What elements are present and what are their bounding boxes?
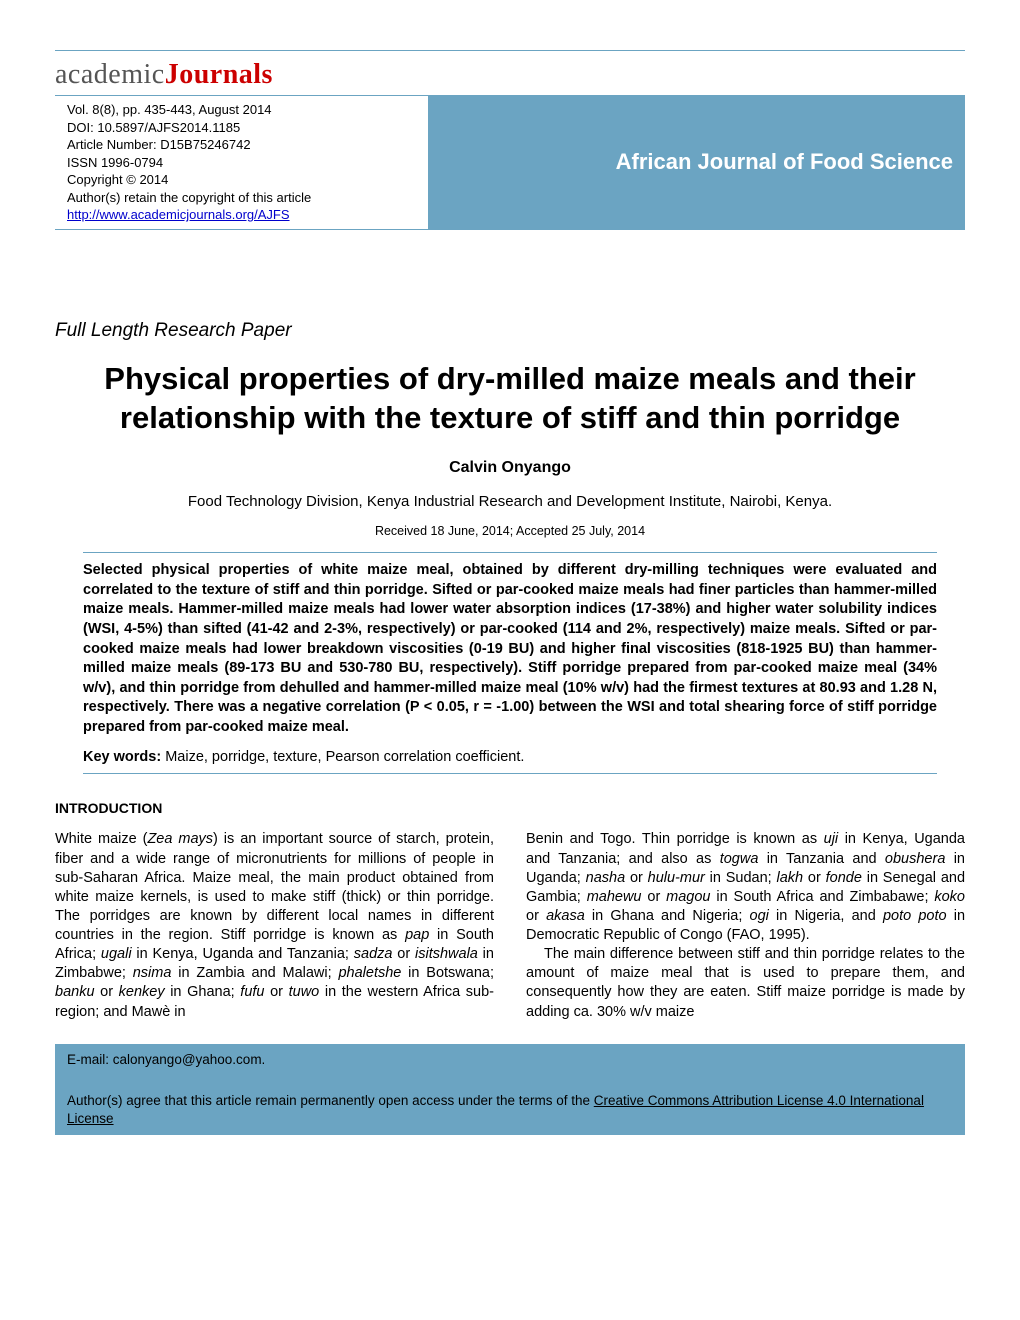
journal-name-cell: African Journal of Food Science — [428, 96, 965, 230]
keywords-label: Key words: — [83, 749, 161, 765]
vol-line: Vol. 8(8), pp. 435-443, August 2014 — [67, 101, 420, 119]
header-table: Vol. 8(8), pp. 435-443, August 2014 DOI:… — [55, 95, 965, 230]
header-metadata: Vol. 8(8), pp. 435-443, August 2014 DOI:… — [55, 96, 428, 230]
column-right: Benin and Togo. Thin porridge is known a… — [526, 830, 965, 1021]
rights: Author(s) retain the copyright of this a… — [67, 189, 420, 207]
logo-journals: Journals — [165, 59, 273, 90]
doi-line: DOI: 10.5897/AJFS2014.1185 — [67, 119, 420, 137]
col2-para2: The main difference between stiff and th… — [526, 945, 965, 1022]
footer-email-row: E-mail: calonyango@yahoo.com. — [55, 1045, 965, 1076]
col1-para: White maize (Zea mays) is an important s… — [55, 830, 494, 1021]
abstract-block: Selected physical properties of white ma… — [83, 552, 937, 774]
top-rule — [55, 50, 965, 51]
article-number: Article Number: D15B75246742 — [67, 136, 420, 154]
copyright: Copyright © 2014 — [67, 171, 420, 189]
footer-box: E-mail: calonyango@yahoo.com. Author(s) … — [55, 1044, 965, 1136]
author-email: calonyango@yahoo.com. — [113, 1052, 266, 1067]
column-left: White maize (Zea mays) is an important s… — [55, 830, 494, 1021]
dates: Received 18 June, 2014; Accepted 25 July… — [55, 524, 965, 538]
journal-url[interactable]: http://www.academicjournals.org/AJFS — [67, 207, 290, 222]
logo-academic: academic — [55, 59, 165, 90]
keywords: Key words: Maize, porridge, texture, Pea… — [83, 749, 937, 765]
body-columns: White maize (Zea mays) is an important s… — [55, 830, 965, 1021]
intro-heading: INTRODUCTION — [55, 800, 965, 816]
col2-para1: Benin and Togo. Thin porridge is known a… — [526, 830, 965, 945]
article-title: Physical properties of dry-milled maize … — [55, 360, 965, 438]
keywords-text: Maize, porridge, texture, Pearson correl… — [161, 749, 524, 765]
publisher-logo: academicJournals — [55, 59, 965, 91]
email-label: E-mail: — [67, 1052, 113, 1067]
section-label: Full Length Research Paper — [55, 320, 965, 342]
journal-name: African Journal of Food Science — [616, 149, 953, 174]
license-pre: Author(s) agree that this article remain… — [67, 1093, 594, 1108]
issn: ISSN 1996-0794 — [67, 154, 420, 172]
footer-license-row: Author(s) agree that this article remain… — [55, 1086, 965, 1136]
abstract-text: Selected physical properties of white ma… — [83, 561, 937, 737]
author: Calvin Onyango — [55, 459, 965, 477]
affiliation: Food Technology Division, Kenya Industri… — [55, 493, 965, 510]
